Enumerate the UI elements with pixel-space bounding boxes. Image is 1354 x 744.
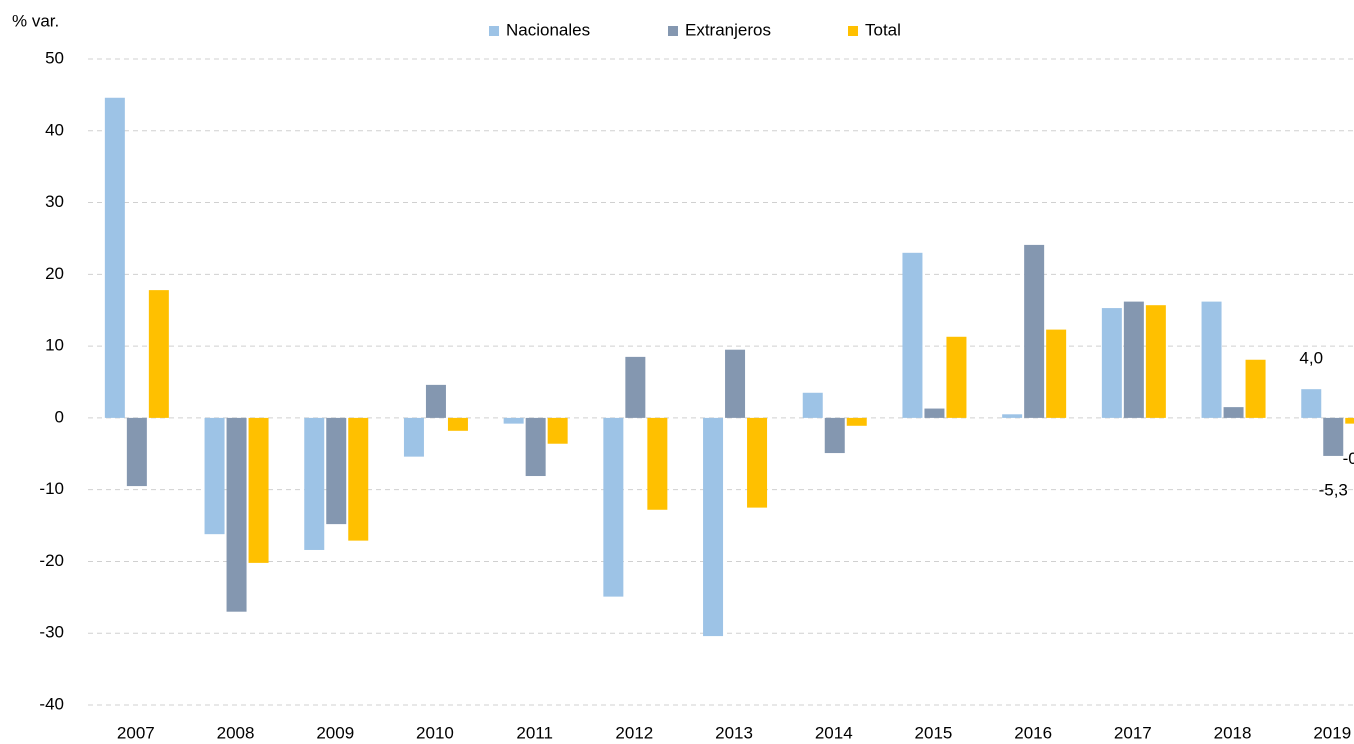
bar	[1002, 414, 1023, 418]
bar	[126, 417, 147, 487]
legend-swatch	[848, 26, 858, 36]
bar	[1024, 244, 1045, 418]
bar	[946, 336, 967, 418]
bar	[1301, 389, 1322, 418]
bar	[1245, 359, 1266, 418]
bar	[902, 252, 923, 418]
y-axis-label: % var.	[12, 11, 59, 30]
bar	[204, 417, 225, 535]
bar	[703, 417, 724, 637]
bar	[304, 417, 325, 550]
bar	[1345, 417, 1354, 424]
legend-label: Nacionales	[506, 20, 590, 39]
legend-label: Extranjeros	[685, 20, 771, 39]
bar	[747, 417, 768, 508]
bar	[1145, 305, 1166, 418]
bar	[625, 356, 646, 418]
bar	[1201, 301, 1222, 418]
data-label: 4,0	[1299, 349, 1323, 368]
bar	[403, 417, 424, 457]
bar	[248, 417, 269, 563]
x-tick-label: 2018	[1214, 723, 1252, 742]
y-tick-label: 50	[45, 48, 64, 67]
bar	[824, 417, 845, 454]
data-label: -5,3	[1319, 480, 1348, 499]
x-tick-label: 2017	[1114, 723, 1152, 742]
y-tick-label: -40	[39, 694, 64, 713]
bar	[924, 408, 945, 418]
x-tick-label: 2014	[815, 723, 853, 742]
y-tick-label: 30	[45, 192, 64, 211]
bar	[647, 417, 668, 510]
bar	[525, 417, 546, 477]
bar	[348, 417, 369, 541]
x-tick-label: 2016	[1014, 723, 1052, 742]
bar	[1101, 308, 1122, 418]
bar	[603, 417, 624, 597]
bar	[846, 417, 867, 426]
y-tick-label: 10	[45, 336, 64, 355]
y-tick-label: -30	[39, 623, 64, 642]
x-tick-label: 2012	[615, 723, 653, 742]
y-tick-label: -10	[39, 479, 64, 498]
bar	[1323, 417, 1344, 456]
bar	[226, 417, 247, 612]
bar	[1123, 301, 1144, 418]
legend-label: Total	[865, 20, 901, 39]
data-label: -0,8	[1343, 449, 1354, 468]
legend-swatch	[668, 26, 678, 36]
bar	[326, 417, 347, 525]
x-tick-label: 2008	[217, 723, 255, 742]
x-tick-label: 2007	[117, 723, 155, 742]
x-tick-label: 2010	[416, 723, 454, 742]
bar	[503, 417, 524, 424]
x-tick-label: 2015	[915, 723, 953, 742]
bar	[425, 384, 446, 418]
x-tick-label: 2019	[1313, 723, 1351, 742]
bar	[1046, 329, 1067, 418]
bar	[447, 417, 468, 431]
x-tick-label: 2011	[516, 723, 553, 742]
legend-swatch	[489, 26, 499, 36]
bar	[547, 417, 568, 444]
x-tick-label: 2013	[715, 723, 753, 742]
y-tick-label: 20	[45, 264, 64, 283]
bar	[802, 392, 823, 418]
bar	[104, 97, 125, 418]
y-tick-label: -20	[39, 551, 64, 570]
bar	[148, 290, 169, 418]
y-tick-label: 0	[55, 407, 64, 426]
y-tick-label: 40	[45, 120, 64, 139]
x-tick-label: 2009	[316, 723, 354, 742]
bar	[1223, 407, 1244, 418]
bar	[725, 349, 746, 418]
